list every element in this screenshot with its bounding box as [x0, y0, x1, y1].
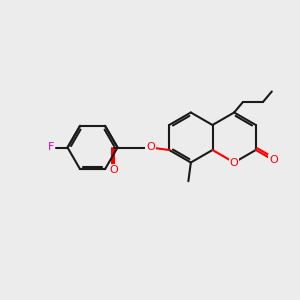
Text: O: O	[110, 165, 118, 175]
Text: O: O	[269, 155, 278, 165]
Text: O: O	[146, 142, 155, 152]
Text: F: F	[48, 142, 54, 152]
Text: O: O	[230, 158, 239, 167]
